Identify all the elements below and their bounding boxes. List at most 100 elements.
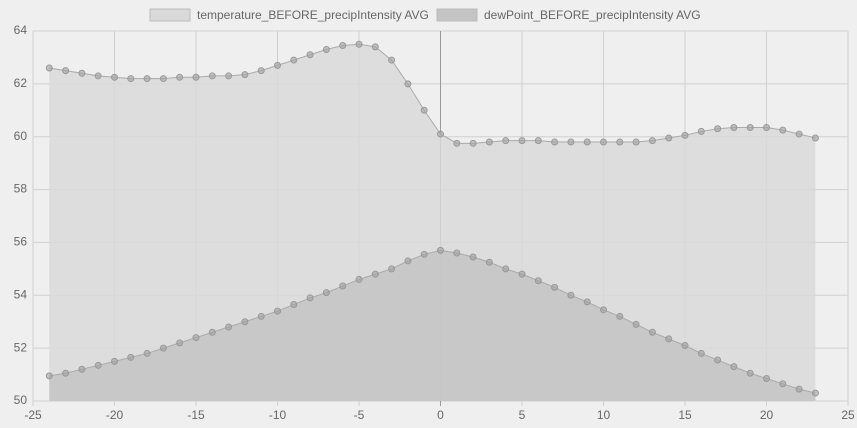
data-point xyxy=(355,275,363,283)
data-point xyxy=(469,253,477,261)
data-point xyxy=(290,56,298,64)
data-point xyxy=(420,250,428,258)
area-fill xyxy=(49,44,816,401)
data-point xyxy=(600,138,607,146)
data-point xyxy=(681,131,689,139)
y-tick-label: 58 xyxy=(14,182,28,196)
y-tick-label: 56 xyxy=(14,235,28,249)
data-point xyxy=(404,257,412,265)
data-point xyxy=(371,43,379,51)
data-point xyxy=(78,365,86,373)
data-point xyxy=(143,349,151,357)
data-point xyxy=(274,61,281,69)
data-point xyxy=(45,372,53,380)
data-point xyxy=(665,335,673,343)
data-point xyxy=(78,69,86,77)
data-point xyxy=(795,130,803,138)
data-point xyxy=(763,123,770,131)
data-point xyxy=(485,138,493,146)
data-point xyxy=(62,67,70,75)
data-point xyxy=(567,291,575,299)
data-point xyxy=(616,138,624,146)
area-fill xyxy=(49,250,816,401)
data-point xyxy=(208,328,216,336)
data-point xyxy=(795,385,803,393)
data-point xyxy=(779,126,787,134)
y-tick-label: 60 xyxy=(14,129,28,143)
data-point xyxy=(339,282,347,290)
data-point xyxy=(518,270,526,278)
data-point xyxy=(811,389,819,397)
data-point xyxy=(339,42,347,50)
y-tick-label: 50 xyxy=(14,393,28,407)
data-point xyxy=(388,265,396,273)
data-point xyxy=(62,369,70,377)
data-point xyxy=(763,375,770,383)
data-point xyxy=(192,334,200,342)
data-point xyxy=(632,320,640,328)
x-tick-label: 0 xyxy=(437,408,444,422)
x-tick-label: 10 xyxy=(597,408,611,422)
data-point xyxy=(127,75,135,83)
data-point xyxy=(371,270,379,278)
data-point xyxy=(437,130,444,138)
data-point xyxy=(746,123,754,131)
data-point xyxy=(208,72,216,80)
data-point xyxy=(322,289,330,297)
x-tick-label: 15 xyxy=(678,408,692,422)
data-point xyxy=(241,318,249,326)
data-point xyxy=(257,67,265,75)
data-point xyxy=(551,138,559,146)
data-point xyxy=(583,138,591,146)
data-point xyxy=(567,138,575,146)
data-point xyxy=(746,369,754,377)
x-tick-label: 20 xyxy=(760,408,774,422)
data-point xyxy=(551,283,559,291)
data-point xyxy=(159,344,167,352)
legend-swatch xyxy=(436,8,478,22)
data-point xyxy=(697,349,705,357)
legend-swatch xyxy=(149,8,191,22)
y-tick-label: 54 xyxy=(14,287,28,301)
legend-label: dewPoint_BEFORE_precipIntensity AVG xyxy=(484,8,701,22)
data-point xyxy=(176,73,184,81)
data-point xyxy=(583,298,591,306)
x-tick-label: -10 xyxy=(269,408,287,422)
data-point xyxy=(502,265,510,273)
data-point xyxy=(600,306,607,314)
data-point xyxy=(534,277,542,285)
data-point xyxy=(257,312,265,320)
data-point xyxy=(730,123,738,131)
data-point xyxy=(290,301,298,309)
data-point xyxy=(404,80,412,88)
x-tick-label: -15 xyxy=(187,408,205,422)
data-point xyxy=(94,361,102,369)
data-point xyxy=(111,357,118,365)
data-point xyxy=(681,342,689,349)
data-point xyxy=(453,139,461,147)
data-point xyxy=(779,380,787,388)
data-point xyxy=(192,73,200,81)
data-point xyxy=(485,258,493,266)
y-tick-label: 64 xyxy=(14,23,28,37)
data-point xyxy=(730,363,738,371)
data-point xyxy=(632,138,640,146)
data-point xyxy=(714,125,722,133)
data-point xyxy=(127,353,135,361)
data-point xyxy=(94,72,102,80)
data-point xyxy=(616,312,624,320)
data-point xyxy=(111,73,118,81)
data-point xyxy=(648,328,656,336)
data-point xyxy=(159,75,167,83)
data-point xyxy=(518,137,526,145)
data-point xyxy=(143,75,151,83)
x-tick-label: 5 xyxy=(519,408,526,422)
data-point xyxy=(714,356,722,364)
data-point xyxy=(453,249,461,257)
x-tick-label: 25 xyxy=(841,408,855,422)
data-point xyxy=(811,134,819,142)
data-point xyxy=(176,339,184,347)
x-tick-label: -20 xyxy=(106,408,124,422)
data-point xyxy=(225,323,233,331)
